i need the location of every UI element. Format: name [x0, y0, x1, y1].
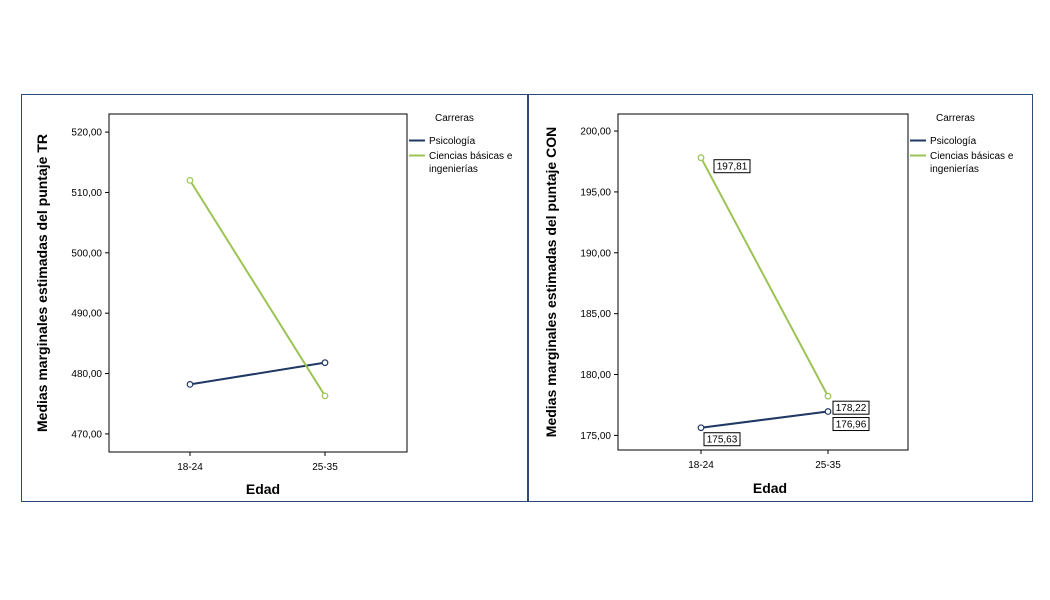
data-label: 176,96	[836, 420, 867, 431]
data-label: 178,22	[836, 403, 867, 414]
legend-entry: Ciencias básicas e ingenierías	[429, 151, 513, 175]
y-tick-label: 500,00	[71, 248, 102, 259]
panel-divider	[527, 94, 529, 502]
y-tick-label: 490,00	[71, 309, 102, 320]
series-line-1	[189, 361, 326, 386]
y-tick-label: 195,00	[580, 187, 611, 198]
data-label-box	[832, 417, 870, 432]
plot-area	[108, 113, 408, 453]
y-axis-title: Medias marginales estimadas del puntaje …	[34, 134, 50, 432]
data-label: 197,81	[717, 162, 748, 173]
data-point	[186, 176, 194, 184]
series-line-1	[700, 410, 829, 429]
chart-panel-2: 175,00 180,00 185,00 190,00 195,00 200,00 18-2…	[543, 113, 1014, 496]
x-tick-label: 18-24	[177, 462, 203, 473]
y-tick-label: 480,00	[71, 369, 102, 380]
y-axis-title: Medias marginales estimadas del puntaje …	[543, 127, 559, 437]
x-tick-label: 18-24	[688, 460, 714, 471]
legend-entry: Ciencias básicas e ingenierías	[930, 151, 1014, 175]
y-tick-label: 185,00	[580, 309, 611, 320]
x-tick-label: 25-35	[815, 460, 841, 471]
series-line-2	[700, 157, 829, 397]
y-tick-label: 175,00	[580, 431, 611, 442]
x-axis-title: Edad	[753, 480, 787, 496]
legend-entry: Psicología	[429, 136, 476, 147]
y-tick-label: 470,00	[71, 429, 102, 440]
data-point	[824, 408, 832, 415]
y-tick-label: 510,00	[71, 188, 102, 199]
x-axis-title: Edad	[246, 481, 280, 497]
data-label-box	[703, 432, 741, 447]
data-label-box	[832, 400, 870, 415]
y-tick-label: 200,00	[580, 127, 611, 138]
y-tick-label: 180,00	[580, 370, 611, 381]
series-line-2	[189, 179, 326, 397]
legend-entry-line: ingenierías	[930, 164, 979, 175]
data-point	[321, 392, 329, 400]
data-point	[186, 381, 194, 388]
legend-title: Carreras	[936, 113, 975, 124]
y-tick-label: 190,00	[580, 248, 611, 259]
data-point	[697, 424, 705, 432]
legend-title: Carreras	[435, 113, 474, 124]
legend-entry: Psicología	[930, 136, 977, 147]
data-point	[824, 392, 832, 400]
y-tick-label: 520,00	[71, 128, 102, 139]
data-label-box	[713, 159, 751, 174]
legend-entry-line: Psicología	[930, 136, 977, 147]
data-label: 175,63	[707, 435, 738, 446]
x-tick-label: 25-35	[312, 462, 338, 473]
legend-entry-line: Ciencias básicas e	[930, 151, 1014, 162]
data-point	[697, 154, 705, 162]
legend-entry-line: ingenierías	[429, 164, 478, 175]
plot-area	[617, 113, 909, 451]
legend-entry-line: Psicología	[429, 136, 476, 147]
data-point	[321, 359, 329, 367]
legend-entry-line: Ciencias básicas e	[429, 151, 513, 162]
chart-panel-1: 470,00 480,00 490,00 500,00 510,00 520,00 18-2…	[34, 113, 513, 497]
